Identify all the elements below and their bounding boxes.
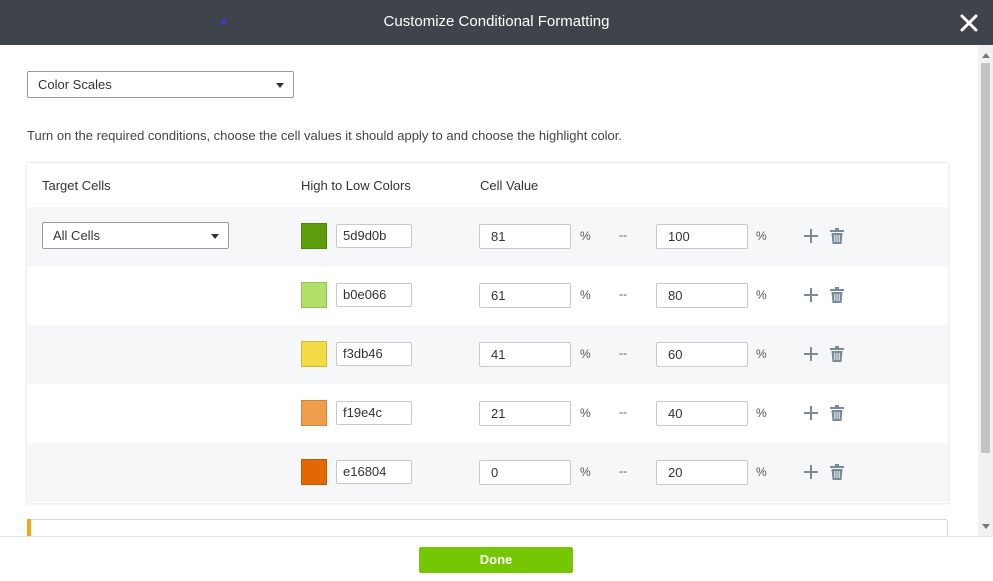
vertical-scrollbar[interactable] xyxy=(978,45,993,536)
color-scale-row: b0e066 61% -- 80% xyxy=(27,266,948,325)
header-colors: High to Low Colors xyxy=(301,178,411,193)
hex-color-input[interactable]: f19e4c xyxy=(336,401,412,425)
scrollbar-thumb[interactable] xyxy=(981,63,990,453)
color-swatch[interactable] xyxy=(301,400,327,426)
hex-color-input[interactable]: 5d9d0b xyxy=(336,224,412,248)
percent-label: % xyxy=(580,465,591,479)
color-swatch[interactable] xyxy=(301,223,327,249)
min-value-input[interactable]: 81 xyxy=(479,224,571,249)
trash-icon[interactable] xyxy=(830,464,844,480)
percent-label: % xyxy=(580,288,591,302)
max-value-input[interactable]: 60 xyxy=(656,342,748,367)
header-cell-value: Cell Value xyxy=(480,178,539,193)
dialog-title: Customize Conditional Formatting xyxy=(383,13,610,30)
color-scale-row: e16804 0% -- 20% xyxy=(27,443,948,502)
range-separator: -- xyxy=(619,464,627,478)
chevron-down-icon xyxy=(211,234,219,239)
range-separator: -- xyxy=(619,228,627,242)
min-value-input[interactable]: 21 xyxy=(479,401,571,426)
plus-icon[interactable] xyxy=(803,405,819,421)
percent-label: % xyxy=(756,347,767,361)
indicator-dot xyxy=(221,19,226,24)
header-target-cells: Target Cells xyxy=(42,178,111,193)
plus-icon[interactable] xyxy=(803,464,819,480)
close-icon xyxy=(960,14,978,32)
format-type-select[interactable]: Color Scales xyxy=(27,71,294,98)
trash-icon[interactable] xyxy=(830,405,844,421)
instructions-text: Turn on the required conditions, choose … xyxy=(27,128,623,143)
trash-icon[interactable] xyxy=(830,228,844,244)
trash-icon[interactable] xyxy=(830,287,844,303)
max-value-input[interactable]: 80 xyxy=(656,283,748,308)
color-swatch[interactable] xyxy=(301,459,327,485)
percent-label: % xyxy=(580,229,591,243)
range-separator: -- xyxy=(619,287,627,301)
percent-label: % xyxy=(756,406,767,420)
target-cells-value: All Cells xyxy=(53,228,100,243)
format-type-value: Color Scales xyxy=(38,77,112,92)
color-scale-row: f19e4c 21% -- 40% xyxy=(27,384,948,443)
percent-label: % xyxy=(580,347,591,361)
plus-icon[interactable] xyxy=(803,346,819,362)
card-accent xyxy=(27,519,31,536)
next-condition-card xyxy=(27,519,948,536)
close-button[interactable] xyxy=(957,11,981,35)
max-value-input[interactable]: 100 xyxy=(656,224,748,249)
percent-label: % xyxy=(756,465,767,479)
dialog-footer: Done xyxy=(0,536,993,581)
plus-icon[interactable] xyxy=(803,228,819,244)
target-cells-select[interactable]: All Cells xyxy=(42,222,229,249)
percent-label: % xyxy=(756,288,767,302)
range-separator: -- xyxy=(619,405,627,419)
done-button[interactable]: Done xyxy=(419,547,573,573)
dialog-titlebar: Customize Conditional Formatting xyxy=(0,0,993,45)
color-swatch[interactable] xyxy=(301,341,327,367)
dialog-content: Color Scales Turn on the required condit… xyxy=(0,45,978,536)
max-value-input[interactable]: 40 xyxy=(656,401,748,426)
min-value-input[interactable]: 61 xyxy=(479,283,571,308)
color-swatch[interactable] xyxy=(301,282,327,308)
color-scale-row: All Cells 5d9d0b 81% -- 100% xyxy=(27,207,948,266)
hex-color-input[interactable]: e16804 xyxy=(336,460,412,484)
hex-color-input[interactable]: b0e066 xyxy=(336,283,412,307)
hex-color-input[interactable]: f3db46 xyxy=(336,342,412,366)
color-scale-card: Target Cells High to Low Colors Cell Val… xyxy=(27,163,948,503)
range-separator: -- xyxy=(619,346,627,360)
color-scale-row: f3db46 41% -- 60% xyxy=(27,325,948,384)
plus-icon[interactable] xyxy=(803,287,819,303)
percent-label: % xyxy=(580,406,591,420)
min-value-input[interactable]: 41 xyxy=(479,342,571,367)
chevron-down-icon xyxy=(276,83,284,88)
scroll-down-icon[interactable] xyxy=(982,524,990,529)
min-value-input[interactable]: 0 xyxy=(479,460,571,485)
scroll-up-icon[interactable] xyxy=(982,53,990,58)
percent-label: % xyxy=(756,229,767,243)
max-value-input[interactable]: 20 xyxy=(656,460,748,485)
trash-icon[interactable] xyxy=(830,346,844,362)
